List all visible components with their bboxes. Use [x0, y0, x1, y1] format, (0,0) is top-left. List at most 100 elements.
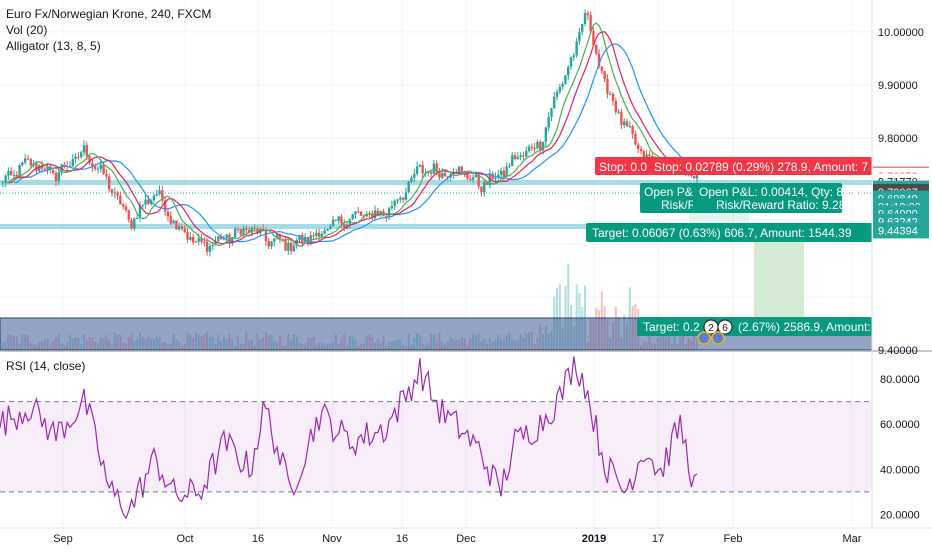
candle-body	[639, 148, 643, 152]
candle-body	[421, 165, 424, 174]
candle-body	[516, 156, 520, 160]
candle-body	[231, 237, 234, 244]
rsi-band-fill	[0, 401, 872, 492]
stop-label-bg	[595, 157, 872, 175]
resistance-line	[0, 180, 872, 185]
candle-body	[354, 211, 357, 215]
candle-body	[359, 211, 363, 216]
candle-body	[317, 232, 321, 237]
long-target-label: Target: 0.06067 (0.63%) 606.7, Amount: 1…	[592, 226, 852, 240]
candle-body	[152, 195, 156, 201]
candle-body	[175, 220, 178, 230]
candle-body	[527, 146, 531, 152]
long-pnl-label: Open P&L: 0.00414, Qty: 8963	[699, 185, 863, 199]
candle-body	[133, 218, 136, 229]
alligator-lines	[5, 22, 698, 247]
candle-body	[29, 159, 32, 166]
candle-body	[631, 126, 634, 134]
candle-body	[331, 219, 335, 227]
candle-body	[158, 190, 161, 195]
candle-body	[648, 154, 651, 157]
vol-legend[interactable]: Vol (20)	[6, 23, 48, 37]
candle-body	[166, 211, 170, 217]
candle-body	[197, 238, 200, 242]
candle-body	[208, 245, 212, 252]
short-risk-label: Risk/R	[661, 198, 697, 212]
candle-body	[460, 166, 464, 172]
candle-body	[37, 165, 41, 172]
candle-body	[130, 219, 133, 229]
candle-body	[127, 210, 130, 220]
alligator-legend[interactable]: Alligator (13, 8, 5)	[6, 39, 101, 53]
short-target-label: Target: 0.2	[643, 320, 700, 334]
candle-body	[547, 116, 550, 128]
candle-body	[113, 192, 116, 194]
candle-body	[135, 217, 139, 219]
candle-body	[54, 173, 58, 182]
position-tools[interactable]: Stop: 0.0 Stop: 0.02789 (0.29%) 278.9, Am…	[586, 157, 872, 345]
candle-body	[567, 66, 570, 76]
candle-body	[183, 228, 186, 233]
candle-body	[82, 145, 86, 153]
candle-body	[466, 174, 469, 179]
candle-body	[79, 152, 83, 158]
candle-body	[603, 71, 606, 80]
candle-body	[525, 151, 528, 157]
candle-body	[121, 204, 125, 207]
candle-body	[214, 240, 217, 246]
candle-body	[477, 174, 480, 187]
candle-body	[522, 155, 525, 157]
candle-body	[597, 53, 601, 67]
candle-body	[35, 163, 38, 172]
candle-body	[387, 208, 391, 218]
candle-body	[4, 175, 7, 183]
candle-body	[169, 216, 172, 224]
candle-body	[93, 166, 97, 169]
candle-body	[494, 177, 497, 180]
candle-body	[606, 79, 609, 94]
candle-body	[351, 214, 354, 219]
price-tag-bg	[873, 222, 929, 239]
candle-body	[617, 111, 620, 113]
rsi-tick: 60.0000	[880, 419, 920, 431]
rsi-legend[interactable]: RSI (14, close)	[6, 359, 86, 373]
time-tick: 2019	[582, 533, 606, 545]
candle-body	[418, 165, 422, 167]
candle-body	[558, 86, 562, 93]
short-pnl-bg	[640, 183, 696, 213]
candle-body	[609, 93, 612, 95]
short-target-detail: (2.67%) 2586.9, Amount:	[738, 320, 871, 334]
volume-bar	[575, 284, 578, 350]
candle-body	[180, 226, 184, 229]
event-badge-2	[717, 319, 733, 335]
candle-body	[270, 241, 273, 247]
candle-body	[533, 147, 536, 149]
candle-body	[443, 173, 447, 177]
candle-body	[21, 162, 24, 166]
candle-body	[211, 245, 214, 247]
candle-body	[264, 230, 268, 241]
candle-body	[485, 181, 489, 186]
candle-body	[225, 234, 228, 239]
candle-body	[267, 240, 270, 247]
candle-body	[138, 205, 142, 218]
rsi-legend-box: RSI (14, close)	[6, 358, 85, 374]
candle-body	[295, 240, 298, 246]
candle-body	[564, 75, 567, 85]
time-tick: 16	[396, 533, 408, 545]
candle-body	[432, 163, 436, 174]
long-target-zone	[754, 232, 804, 318]
symbol-title[interactable]: Euro Fx/Norwegian Krone, 240, FXCM	[6, 7, 212, 21]
candle-body	[446, 176, 450, 178]
candle-body	[555, 92, 559, 97]
candle-body	[343, 223, 346, 229]
candle-body	[292, 245, 296, 252]
candle-body	[441, 173, 444, 178]
candle-body	[438, 170, 441, 178]
candle-body	[483, 181, 486, 192]
candle-body	[586, 13, 590, 16]
candle-body	[326, 228, 329, 231]
candle-body	[471, 177, 475, 180]
candle-body	[177, 226, 181, 230]
